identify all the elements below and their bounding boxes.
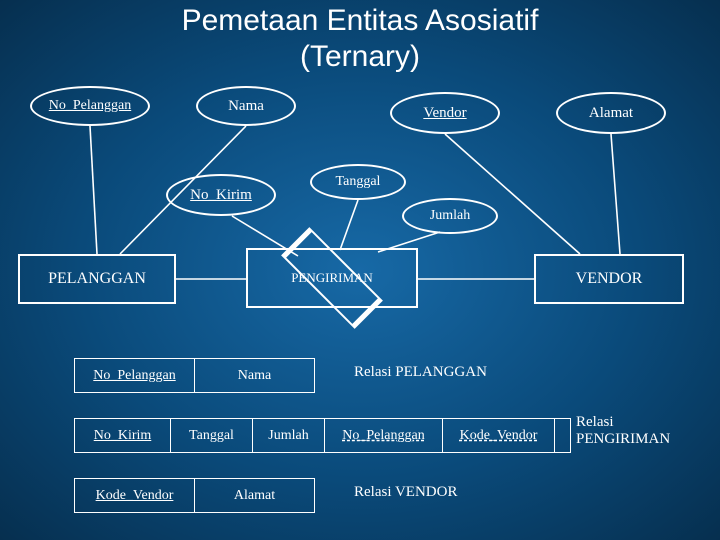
assoc-pengiriman-label: PENGIRIMAN [291, 270, 373, 286]
attr-no-pelanggan-label: No_Pelanggan [49, 98, 131, 114]
relation-table-pengiriman: No_KirimTanggalJumlahNo_PelangganKode_Ve… [74, 418, 571, 453]
attr-nama-label: Nama [228, 98, 264, 115]
entity-pelanggan-label: PELANGGAN [48, 270, 146, 288]
attr-alamat: Alamat [556, 92, 666, 134]
relation-table-vendor: Kode_VendorAlamat [74, 478, 315, 513]
attr-vendor-label: Vendor [423, 105, 466, 122]
attr-no-kirim-label: No_Kirim [190, 187, 252, 204]
entity-vendor-label: VENDOR [576, 270, 643, 288]
relation-label-vendor: Relasi VENDOR [354, 484, 457, 501]
entity-vendor: VENDOR [534, 254, 684, 304]
relation-table-pelanggan: No_PelangganNama [74, 358, 315, 393]
entity-pelanggan: PELANGGAN [18, 254, 176, 304]
attr-tanggal: Tanggal [310, 164, 406, 200]
attr-vendor: Vendor [390, 92, 500, 134]
attr-jumlah-label: Jumlah [430, 208, 470, 224]
assoc-pengiriman-diamond: PENGIRIMAN [251, 253, 413, 303]
attr-tanggal-label: Tanggal [336, 174, 381, 190]
attr-no-kirim: No_Kirim [166, 174, 276, 216]
attr-nama: Nama [196, 86, 296, 126]
attr-no-pelanggan: No_Pelanggan [30, 86, 150, 126]
slide-title-line1: Pemetaan Entitas Asosiatif [0, 4, 720, 38]
attr-jumlah: Jumlah [402, 198, 498, 234]
assoc-pengiriman-rect: PENGIRIMAN [246, 248, 418, 308]
diagram-stage: Pemetaan Entitas Asosiatif (Ternary) No_… [0, 0, 720, 540]
relation-label-pelanggan: Relasi PELANGGAN [354, 364, 487, 381]
slide-title-line2: (Ternary) [0, 40, 720, 74]
attr-alamat-label: Alamat [589, 105, 633, 122]
relation-label-pengiriman: RelasiPENGIRIMAN [576, 414, 670, 449]
